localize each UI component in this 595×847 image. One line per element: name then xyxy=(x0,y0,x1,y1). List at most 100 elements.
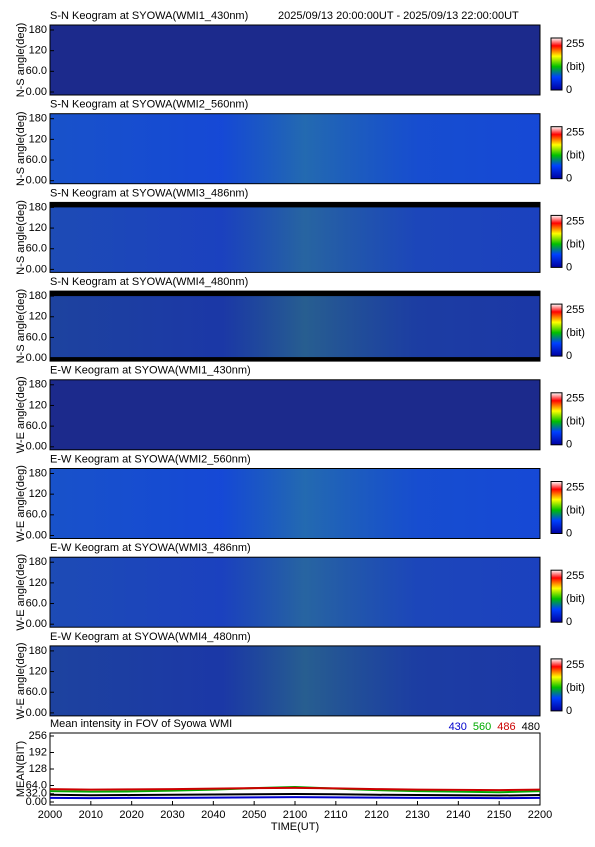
colorbar-unit: (bit) xyxy=(566,238,585,250)
colorbar xyxy=(550,392,563,446)
panel-title: S-N Keogram at SYOWA(WMI4_480nm) xyxy=(50,276,248,288)
panel-title: S-N Keogram at SYOWA(WMI1_430nm) xyxy=(50,10,248,22)
y-axis-label: N-S angle(deg) xyxy=(15,289,27,364)
keogram-glow xyxy=(50,557,540,628)
plot-frame xyxy=(49,113,541,185)
y-tick-label: 60.0 xyxy=(26,331,47,343)
y-tick-label: 0.00 xyxy=(26,707,47,719)
x-tick-label: 2000 xyxy=(38,809,62,821)
y-tick-label: 0.00 xyxy=(26,175,47,187)
colorbar-min: 0 xyxy=(566,705,572,717)
colorbar-unit: (bit) xyxy=(566,504,585,516)
colorbar-max: 255 xyxy=(566,127,584,139)
y-axis-label: W-E angle(deg) xyxy=(15,554,27,631)
colorbar-min: 0 xyxy=(566,616,572,628)
y-tick-label: 180 xyxy=(29,290,47,302)
colorbar-max: 255 xyxy=(566,570,584,582)
panel-title: E-W Keogram at SYOWA(WMI4_480nm) xyxy=(50,631,251,643)
colorbar-max: 255 xyxy=(566,393,584,405)
colorbar-max: 255 xyxy=(566,38,584,50)
x-tick-label: 2100 xyxy=(283,809,307,821)
y-tick-label: 0.00 xyxy=(26,352,47,364)
y-tick-label: 180 xyxy=(29,113,47,125)
y-axis-label: N-S angle(deg) xyxy=(15,111,27,186)
x-tick-label: 2140 xyxy=(446,809,470,821)
y-tick-label: 180 xyxy=(29,24,47,36)
x-axis-label: TIME(UT) xyxy=(271,821,319,833)
keogram-glow xyxy=(50,468,540,539)
legend-entry: 560 xyxy=(473,721,491,733)
date-range: 2025/09/13 20:00:00UT - 2025/09/13 22:00… xyxy=(278,10,519,22)
y-tick-label: 64.0 xyxy=(26,779,47,791)
series-line xyxy=(49,796,541,800)
y-axis-label: W-E angle(deg) xyxy=(15,465,27,542)
y-tick-label: 0.00 xyxy=(26,86,47,98)
y-tick-label: 120 xyxy=(29,133,47,145)
keogram-glow xyxy=(50,291,540,362)
y-tick-label: 192 xyxy=(29,746,47,758)
plot-frame xyxy=(49,645,541,717)
plot-frame xyxy=(49,556,541,628)
x-tick-label: 2030 xyxy=(160,809,184,821)
y-tick-label: 60.0 xyxy=(26,243,47,255)
y-tick-label: 60.0 xyxy=(26,420,47,432)
colorbar-min: 0 xyxy=(566,84,572,96)
series-line xyxy=(49,786,541,792)
legend-entry: 486 xyxy=(497,721,515,733)
y-tick-label: 0.00 xyxy=(26,618,47,630)
plot-frame xyxy=(49,468,541,539)
y-tick-label: 256 xyxy=(29,730,47,742)
keogram-image xyxy=(50,379,540,450)
y-tick-label: 180 xyxy=(29,201,47,213)
colorbar-min: 0 xyxy=(566,350,572,362)
colorbar-min: 0 xyxy=(566,261,572,273)
keogram-glow xyxy=(50,113,540,184)
colorbar-unit: (bit) xyxy=(566,416,585,428)
x-tick-label: 2200 xyxy=(528,809,552,821)
colorbar xyxy=(550,481,563,534)
y-tick-label: 120 xyxy=(29,488,47,500)
y-axis-label: W-E angle(deg) xyxy=(15,642,27,719)
panel-title: E-W Keogram at SYOWA(WMI1_430nm) xyxy=(50,365,251,377)
y-tick-label: 32.0 xyxy=(26,788,47,800)
plot-frame xyxy=(49,201,541,273)
x-tick-label: 2120 xyxy=(364,809,388,821)
legend-entry: 480 xyxy=(522,721,540,733)
y-tick-label: 0.00 xyxy=(26,529,47,541)
y-axis-label: N-S angle(deg) xyxy=(15,23,27,98)
x-tick-label: 2020 xyxy=(119,809,143,821)
y-tick-label: 120 xyxy=(29,311,47,323)
panel-title: E-W Keogram at SYOWA(WMI3_486nm) xyxy=(50,542,251,554)
y-tick-label: 60.0 xyxy=(26,65,47,77)
plot-frame xyxy=(49,732,541,806)
series-line xyxy=(49,793,541,797)
y-tick-label: 120 xyxy=(29,399,47,411)
colorbar xyxy=(550,569,563,623)
y-tick-label: 120 xyxy=(29,577,47,589)
x-tick-label: 2150 xyxy=(487,809,511,821)
keogram-mask xyxy=(50,357,540,362)
plot-frame xyxy=(49,379,541,451)
y-tick-label: 180 xyxy=(29,645,47,657)
panel-title: S-N Keogram at SYOWA(WMI2_560nm) xyxy=(50,99,248,111)
keogram-image xyxy=(50,25,540,95)
colorbar-max: 255 xyxy=(566,215,584,227)
colorbar xyxy=(550,126,563,180)
x-tick-label: 2050 xyxy=(242,809,266,821)
y-tick-label: 120 xyxy=(29,222,47,234)
y-axis-label: N-S angle(deg) xyxy=(15,200,27,275)
y-tick-label: 60.0 xyxy=(26,509,47,521)
colorbar xyxy=(550,214,563,268)
y-tick-label: 180 xyxy=(29,467,47,479)
x-tick-label: 2130 xyxy=(405,809,429,821)
y-tick-label: 120 xyxy=(29,665,47,677)
keogram-glow xyxy=(50,645,540,716)
colorbar-min: 0 xyxy=(566,173,572,185)
y-tick-label: 0.00 xyxy=(26,441,47,453)
y-tick-label: 60.0 xyxy=(26,686,47,698)
colorbar xyxy=(550,37,563,91)
colorbar-unit: (bit) xyxy=(566,150,585,162)
x-tick-label: 2010 xyxy=(79,809,103,821)
x-tick-label: 2040 xyxy=(201,809,225,821)
